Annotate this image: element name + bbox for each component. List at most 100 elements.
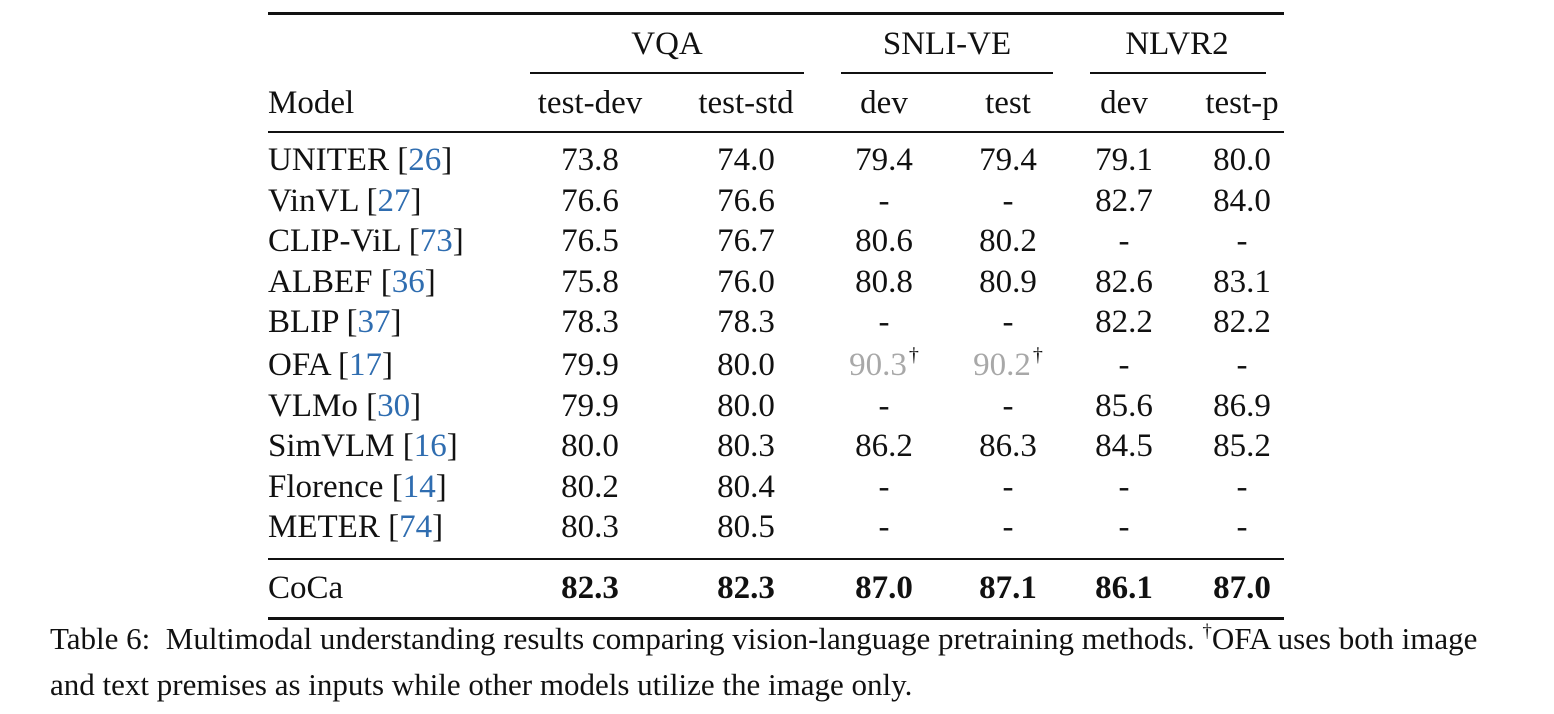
table-cell: 78.3 <box>561 302 619 342</box>
cell-value: 80.4 <box>717 469 775 505</box>
final-row-rule <box>268 558 1284 560</box>
cell-value: 80.6 <box>855 223 913 259</box>
top-rule <box>268 12 1284 15</box>
group-header: NLVR2 <box>1125 26 1229 62</box>
table-cell: 76.5 <box>561 221 619 261</box>
table-cell: 86.9 <box>1213 386 1271 426</box>
table-cell: 86.2 <box>855 426 913 466</box>
cell-value: 85.6 <box>1095 388 1153 424</box>
citation-link[interactable]: 74 <box>399 509 433 545</box>
model-name-cell: VLMo [30] <box>268 388 422 424</box>
cell-value: 79.4 <box>855 142 913 178</box>
table-cell: 90.3 † <box>849 344 919 389</box>
cell-value: - <box>1118 223 1130 259</box>
table-cell: 79.4 <box>855 140 913 180</box>
column-header: test-std <box>698 85 794 121</box>
cell-value: 76.6 <box>561 183 619 219</box>
group-header: VQA <box>631 26 703 62</box>
table-cell: 76.0 <box>717 262 775 302</box>
model-name: VLMo <box>268 388 358 424</box>
table-cell: 80.2 <box>561 467 619 507</box>
cell-value: 90.2 <box>973 347 1031 383</box>
cell-value: - <box>878 509 890 545</box>
header-rule <box>268 131 1284 133</box>
cell-value: - <box>878 388 890 424</box>
model-name: Florence <box>268 469 384 505</box>
table-cell: - <box>1003 302 1014 342</box>
citation-link[interactable]: 36 <box>391 264 425 300</box>
citation-link[interactable]: 16 <box>413 428 447 464</box>
model-name-cell: UNITER [26] <box>268 142 453 178</box>
bottom-rule <box>268 617 1284 620</box>
model-name-cell: CLIP-ViL [73] <box>268 223 464 259</box>
cell-value: - <box>1118 347 1130 383</box>
table-cell: 80.2 <box>979 221 1037 261</box>
table-cell: - <box>1237 467 1248 507</box>
table-cell: - <box>879 507 890 547</box>
cell-value: 86.9 <box>1213 388 1271 424</box>
cell-value: 82.2 <box>1095 304 1153 340</box>
model-name: BLIP <box>268 304 339 340</box>
table-cell: - <box>1237 345 1248 385</box>
model-name: UNITER <box>268 142 389 178</box>
column-header: test <box>985 85 1031 121</box>
cell-value: - <box>878 183 890 219</box>
table-cell: - <box>1119 507 1130 547</box>
table-cell: 80.3 <box>717 426 775 466</box>
table-cell: 85.6 <box>1095 386 1153 426</box>
table-cell: 84.0 <box>1213 181 1271 221</box>
cell-value: - <box>878 469 890 505</box>
cell-value: - <box>1236 223 1248 259</box>
table-cell: 83.1 <box>1213 262 1271 302</box>
table-cell: 80.8 <box>855 262 913 302</box>
citation-link[interactable]: 27 <box>377 183 411 219</box>
table-cell: 74.0 <box>717 140 775 180</box>
citation-link[interactable]: 26 <box>408 142 442 178</box>
cell-value: 78.3 <box>561 304 619 340</box>
cell-value: 80.0 <box>1213 142 1271 178</box>
final-row-cell: 87.0 <box>1213 570 1271 606</box>
dagger-mark: † <box>1032 344 1043 366</box>
cell-value: 86.2 <box>855 428 913 464</box>
cell-value: 90.3 <box>849 347 907 383</box>
table-cell: 82.2 <box>1095 302 1153 342</box>
model-name-cell: METER [74] <box>268 509 444 545</box>
cell-value: 75.8 <box>561 264 619 300</box>
model-name-cell: Florence [14] <box>268 469 447 505</box>
table-cell: - <box>1237 507 1248 547</box>
citation-link[interactable]: 14 <box>402 469 436 505</box>
cell-value: 80.9 <box>979 264 1037 300</box>
table-cell: 86.3 <box>979 426 1037 466</box>
table-cell: - <box>1003 507 1014 547</box>
citation-link[interactable]: 30 <box>377 388 411 424</box>
table-cell: 85.2 <box>1213 426 1271 466</box>
table-cell: - <box>1119 345 1130 385</box>
cell-value: - <box>1002 304 1014 340</box>
citation-link[interactable]: 37 <box>357 304 391 340</box>
model-name-cell: OFA [17] <box>268 347 393 383</box>
table-cell: 79.9 <box>561 386 619 426</box>
caption-label: Table 6: <box>50 621 151 656</box>
table-cell: - <box>1003 467 1014 507</box>
table-cell: 80.4 <box>717 467 775 507</box>
cell-value: 78.3 <box>717 304 775 340</box>
cell-value: - <box>1236 509 1248 545</box>
table-cell: 80.9 <box>979 262 1037 302</box>
table-cell: - <box>879 181 890 221</box>
model-name-cell: SimVLM [16] <box>268 428 458 464</box>
table-cell: - <box>1119 221 1130 261</box>
cell-value: 79.4 <box>979 142 1037 178</box>
model-name-cell: ALBEF [36] <box>268 264 436 300</box>
table-cell: - <box>879 386 890 426</box>
model-name-cell: VinVL [27] <box>268 183 422 219</box>
table-cell: 82.2 <box>1213 302 1271 342</box>
table-cell: 79.1 <box>1095 140 1153 180</box>
cell-value: - <box>1236 347 1248 383</box>
citation-link[interactable]: 17 <box>349 347 382 383</box>
table-cell: 79.9 <box>561 345 619 385</box>
cell-value: 73.8 <box>561 142 619 178</box>
citation-link[interactable]: 73 <box>419 223 453 259</box>
table-cell: - <box>879 302 890 342</box>
model-name: VinVL <box>268 183 359 219</box>
group-header: SNLI-VE <box>882 26 1012 62</box>
